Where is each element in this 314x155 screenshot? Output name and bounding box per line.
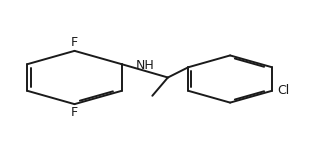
Text: Cl: Cl <box>278 84 290 97</box>
Text: F: F <box>71 36 78 49</box>
Text: F: F <box>71 106 78 119</box>
Text: NH: NH <box>135 59 154 72</box>
